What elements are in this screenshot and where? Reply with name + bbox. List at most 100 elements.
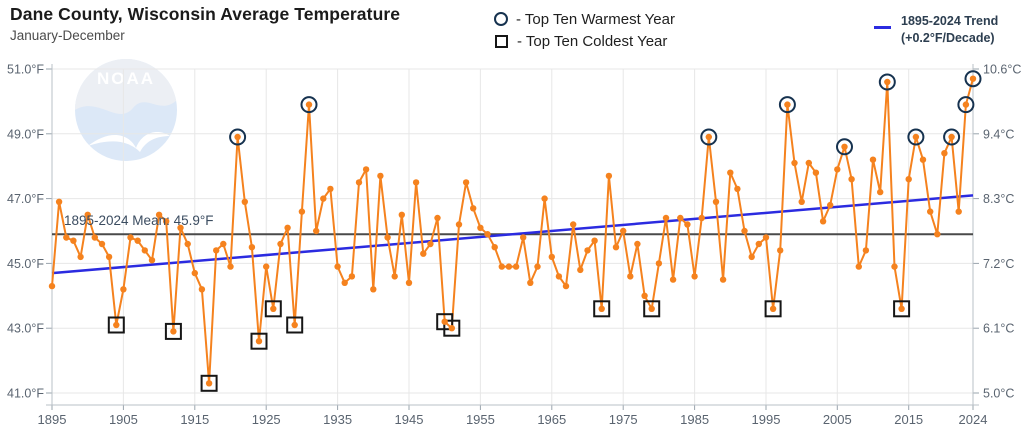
data-point[interactable] [741, 227, 748, 235]
data-point[interactable] [834, 166, 841, 173]
data-point[interactable] [605, 172, 613, 180]
data-point[interactable] [155, 211, 163, 218]
data-point[interactable] [420, 250, 427, 257]
data-point[interactable] [177, 224, 184, 231]
data-point[interactable] [134, 237, 141, 244]
coldest-year-marker[interactable] [286, 316, 304, 334]
data-point[interactable] [884, 78, 891, 86]
warmest-year-marker[interactable] [878, 73, 896, 91]
data-point[interactable] [227, 263, 234, 270]
data-point[interactable] [598, 305, 605, 312]
data-point[interactable] [412, 179, 420, 186]
data-point[interactable] [427, 240, 434, 248]
data-point[interactable] [919, 156, 927, 163]
coldest-year-marker[interactable] [264, 300, 282, 318]
data-point[interactable] [677, 214, 684, 222]
data-point[interactable] [577, 266, 584, 274]
warmest-year-marker[interactable] [778, 96, 796, 114]
data-point[interactable] [512, 263, 520, 270]
data-point[interactable] [91, 234, 99, 241]
data-point[interactable] [748, 253, 755, 261]
data-point[interactable] [769, 305, 777, 312]
data-point[interactable] [234, 133, 241, 141]
data-point[interactable] [505, 263, 513, 270]
data-point[interactable] [470, 205, 477, 212]
data-point[interactable] [784, 101, 791, 108]
data-point[interactable] [441, 318, 448, 325]
data-point[interactable] [634, 240, 641, 248]
data-point[interactable] [163, 218, 170, 225]
data-point[interactable] [113, 321, 120, 329]
data-point[interactable] [384, 234, 391, 241]
data-point[interactable] [698, 214, 705, 222]
data-point[interactable] [184, 240, 191, 248]
data-point[interactable] [298, 208, 306, 215]
data-point[interactable] [684, 221, 691, 228]
data-point[interactable] [127, 234, 134, 241]
data-point[interactable] [848, 176, 855, 183]
data-point[interactable] [705, 133, 712, 141]
data-point[interactable] [862, 247, 870, 254]
data-point[interactable] [891, 263, 898, 270]
coldest-year-marker[interactable] [764, 300, 782, 318]
data-point[interactable] [305, 101, 313, 108]
warmest-year-marker[interactable] [836, 138, 853, 156]
data-point[interactable] [912, 133, 920, 141]
data-point[interactable] [370, 286, 377, 293]
data-point[interactable] [734, 185, 741, 193]
data-point[interactable] [205, 380, 213, 387]
data-point[interactable] [498, 263, 505, 270]
data-point[interactable] [584, 247, 591, 254]
data-point[interactable] [120, 286, 127, 293]
data-point[interactable] [934, 231, 941, 238]
data-point[interactable] [170, 328, 177, 335]
data-point[interactable] [662, 214, 670, 222]
data-point[interactable] [477, 224, 484, 231]
data-point[interactable] [277, 240, 284, 248]
data-point[interactable] [555, 273, 563, 280]
data-point[interactable] [855, 263, 862, 270]
data-point[interactable] [398, 211, 405, 218]
data-point[interactable] [570, 221, 577, 228]
data-point[interactable] [48, 282, 56, 290]
data-point[interactable] [263, 263, 270, 270]
data-point[interactable] [362, 166, 370, 173]
coldest-year-marker[interactable] [200, 374, 218, 392]
data-point[interactable] [341, 279, 348, 286]
data-point[interactable] [712, 198, 720, 205]
data-point[interactable] [819, 218, 827, 225]
data-point[interactable] [405, 279, 413, 286]
data-point[interactable] [191, 269, 198, 277]
warmest-year-marker[interactable] [229, 128, 247, 146]
data-point[interactable] [755, 240, 762, 248]
data-point[interactable] [962, 101, 970, 108]
data-point[interactable] [455, 221, 463, 228]
coldest-year-marker[interactable] [893, 300, 911, 318]
data-point[interactable] [213, 247, 220, 254]
data-point[interactable] [648, 305, 655, 312]
data-point[interactable] [248, 244, 256, 251]
data-point[interactable] [791, 159, 798, 167]
data-point[interactable] [291, 321, 298, 329]
data-point[interactable] [719, 276, 727, 283]
data-point[interactable] [927, 208, 934, 215]
warmest-year-marker[interactable] [700, 128, 718, 146]
data-point[interactable] [105, 253, 113, 261]
data-point[interactable] [320, 195, 327, 202]
data-point[interactable] [70, 237, 77, 244]
data-point[interactable] [534, 263, 541, 270]
data-point[interactable] [434, 214, 441, 222]
data-point[interactable] [141, 247, 148, 254]
data-point[interactable] [620, 227, 627, 235]
data-point[interactable] [612, 244, 620, 251]
data-point[interactable] [462, 179, 470, 186]
data-point[interactable] [812, 169, 820, 176]
data-point[interactable] [255, 338, 263, 345]
data-point[interactable] [77, 253, 84, 261]
data-point[interactable] [541, 195, 548, 202]
data-point[interactable] [84, 211, 91, 218]
data-point[interactable] [220, 240, 227, 248]
data-point[interactable] [691, 273, 698, 280]
data-point[interactable] [270, 305, 277, 312]
data-point[interactable] [777, 247, 784, 254]
